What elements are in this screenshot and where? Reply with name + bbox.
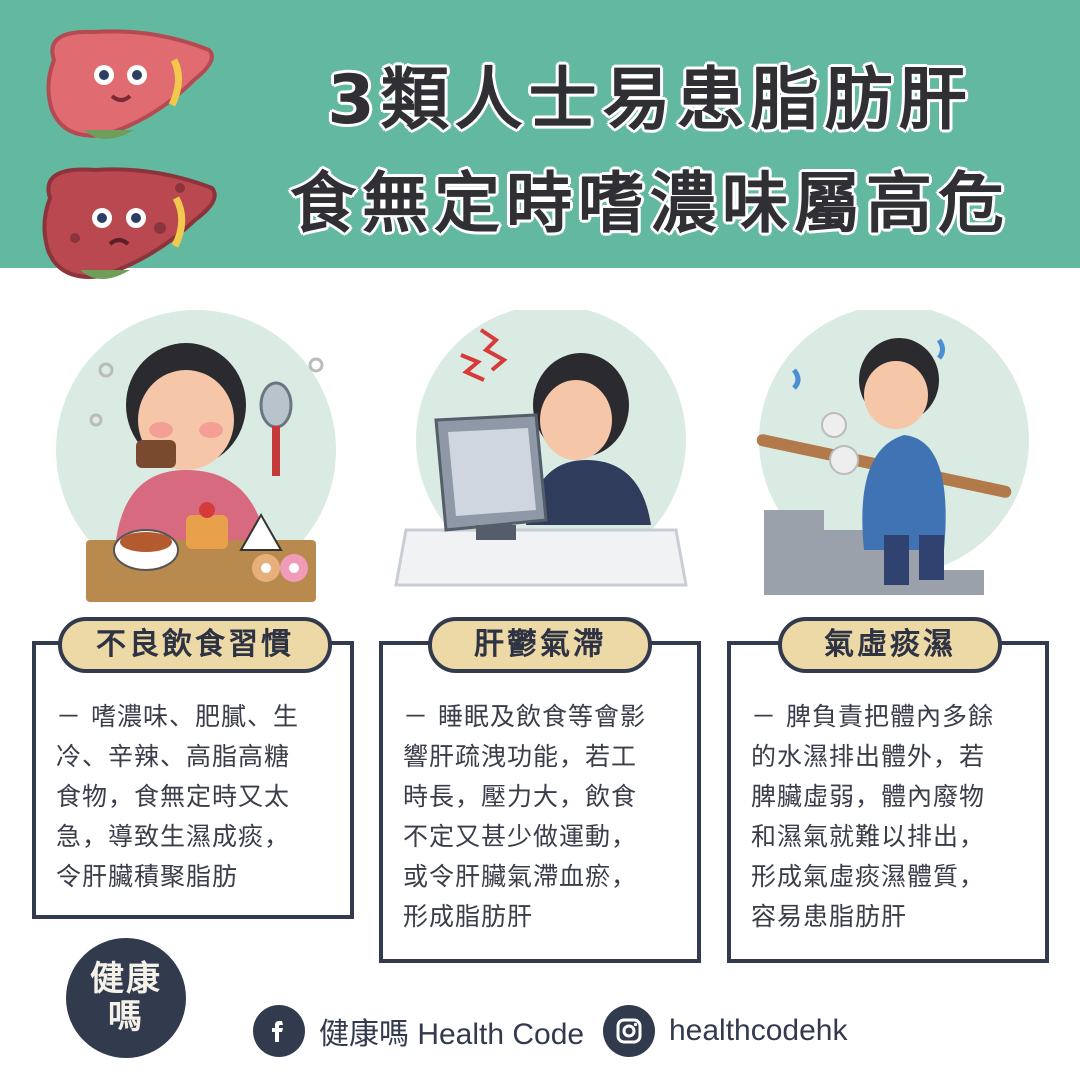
logo-line-2: 嗎 xyxy=(108,997,144,1037)
card-line: 或令肝臟氣滯血瘀， xyxy=(403,862,638,891)
brand-logo[interactable]: 健康 嗎 xyxy=(66,938,186,1058)
card-line: 形成氣虛痰濕體質， xyxy=(751,862,986,891)
title-line-2: 食無定時嗜濃味屬高危 xyxy=(290,165,1010,242)
unhealthy-liver-icon xyxy=(42,167,217,279)
card-line: 脾臟虛弱，體內廢物 xyxy=(751,782,986,811)
card-line: 容易患脂肪肝 xyxy=(751,902,908,931)
overeating-illustration xyxy=(56,310,336,602)
card-text: － 脾負責把體內多餘 的水濕排出體外，若 脾臟虛弱，體內廢物 和濕氣就難以排出，… xyxy=(751,697,1033,937)
card-line: － 嗜濃味、肥膩、生 xyxy=(56,702,299,731)
instagram-label: healthcodehk xyxy=(669,1014,848,1047)
card-text: － 嗜濃味、肥膩、生 冷、辛辣、高脂高糖 食物，食無定時又太 急，導致生濕成痰，… xyxy=(56,697,338,897)
card-line: － 睡眠及飲食等會影 xyxy=(403,702,646,731)
badge-poor-diet: 不良飲食習慣 xyxy=(58,617,332,673)
instagram-icon xyxy=(603,1005,655,1057)
title-line-1: 3類人士易患脂肪肝 xyxy=(327,61,973,140)
card-liver-qi-stagnation: － 睡眠及飲食等會影 響肝疏洩功能，若工 時長，壓力大，飲食 不定又甚少做運動，… xyxy=(379,641,701,963)
healthy-liver-icon xyxy=(46,29,214,139)
instagram-link[interactable]: healthcodehk xyxy=(603,1003,847,1059)
card-line: 和濕氣就難以排出， xyxy=(751,822,986,851)
logo-line-1: 健康 xyxy=(90,959,162,999)
facebook-icon xyxy=(253,1005,305,1057)
card-line: － 脾負責把體內多餘 xyxy=(751,702,994,731)
card-line: 形成脂肪肝 xyxy=(403,902,534,931)
card-line: 食物，食無定時又太 xyxy=(56,782,291,811)
card-line: 冷、辛辣、高脂高糖 xyxy=(56,742,291,771)
stressed-worker-illustration xyxy=(394,310,688,587)
card-line: 時長，壓力大，飲食 xyxy=(403,782,638,811)
badge-qi-deficiency-dampness: 氣虛痰濕 xyxy=(778,617,1002,673)
tired-man-illustration xyxy=(756,310,1029,595)
logo-text: 健康 嗎 xyxy=(66,960,186,1036)
card-line: 的水濕排出體外，若 xyxy=(751,742,986,771)
badge-liver-qi-stagnation: 肝鬱氣滯 xyxy=(428,617,652,673)
card-line: 響肝疏洩功能，若工 xyxy=(403,742,638,771)
card-line: 急，導致生濕成痰， xyxy=(56,822,291,851)
facebook-link[interactable]: 健康嗎 Health Code xyxy=(253,1003,584,1059)
card-qi-deficiency-dampness: － 脾負責把體內多餘 的水濕排出體外，若 脾臟虛弱，體內廢物 和濕氣就難以排出，… xyxy=(727,641,1049,963)
card-poor-diet: － 嗜濃味、肥膩、生 冷、辛辣、高脂高糖 食物，食無定時又太 急，導致生濕成痰，… xyxy=(32,641,354,919)
facebook-label: 健康嗎 Health Code xyxy=(319,1018,585,1051)
card-text: － 睡眠及飲食等會影 響肝疏洩功能，若工 時長，壓力大，飲食 不定又甚少做運動，… xyxy=(403,697,685,937)
card-line: 令肝臟積聚脂肪 xyxy=(56,862,239,891)
card-line: 不定又甚少做運動， xyxy=(403,822,638,851)
